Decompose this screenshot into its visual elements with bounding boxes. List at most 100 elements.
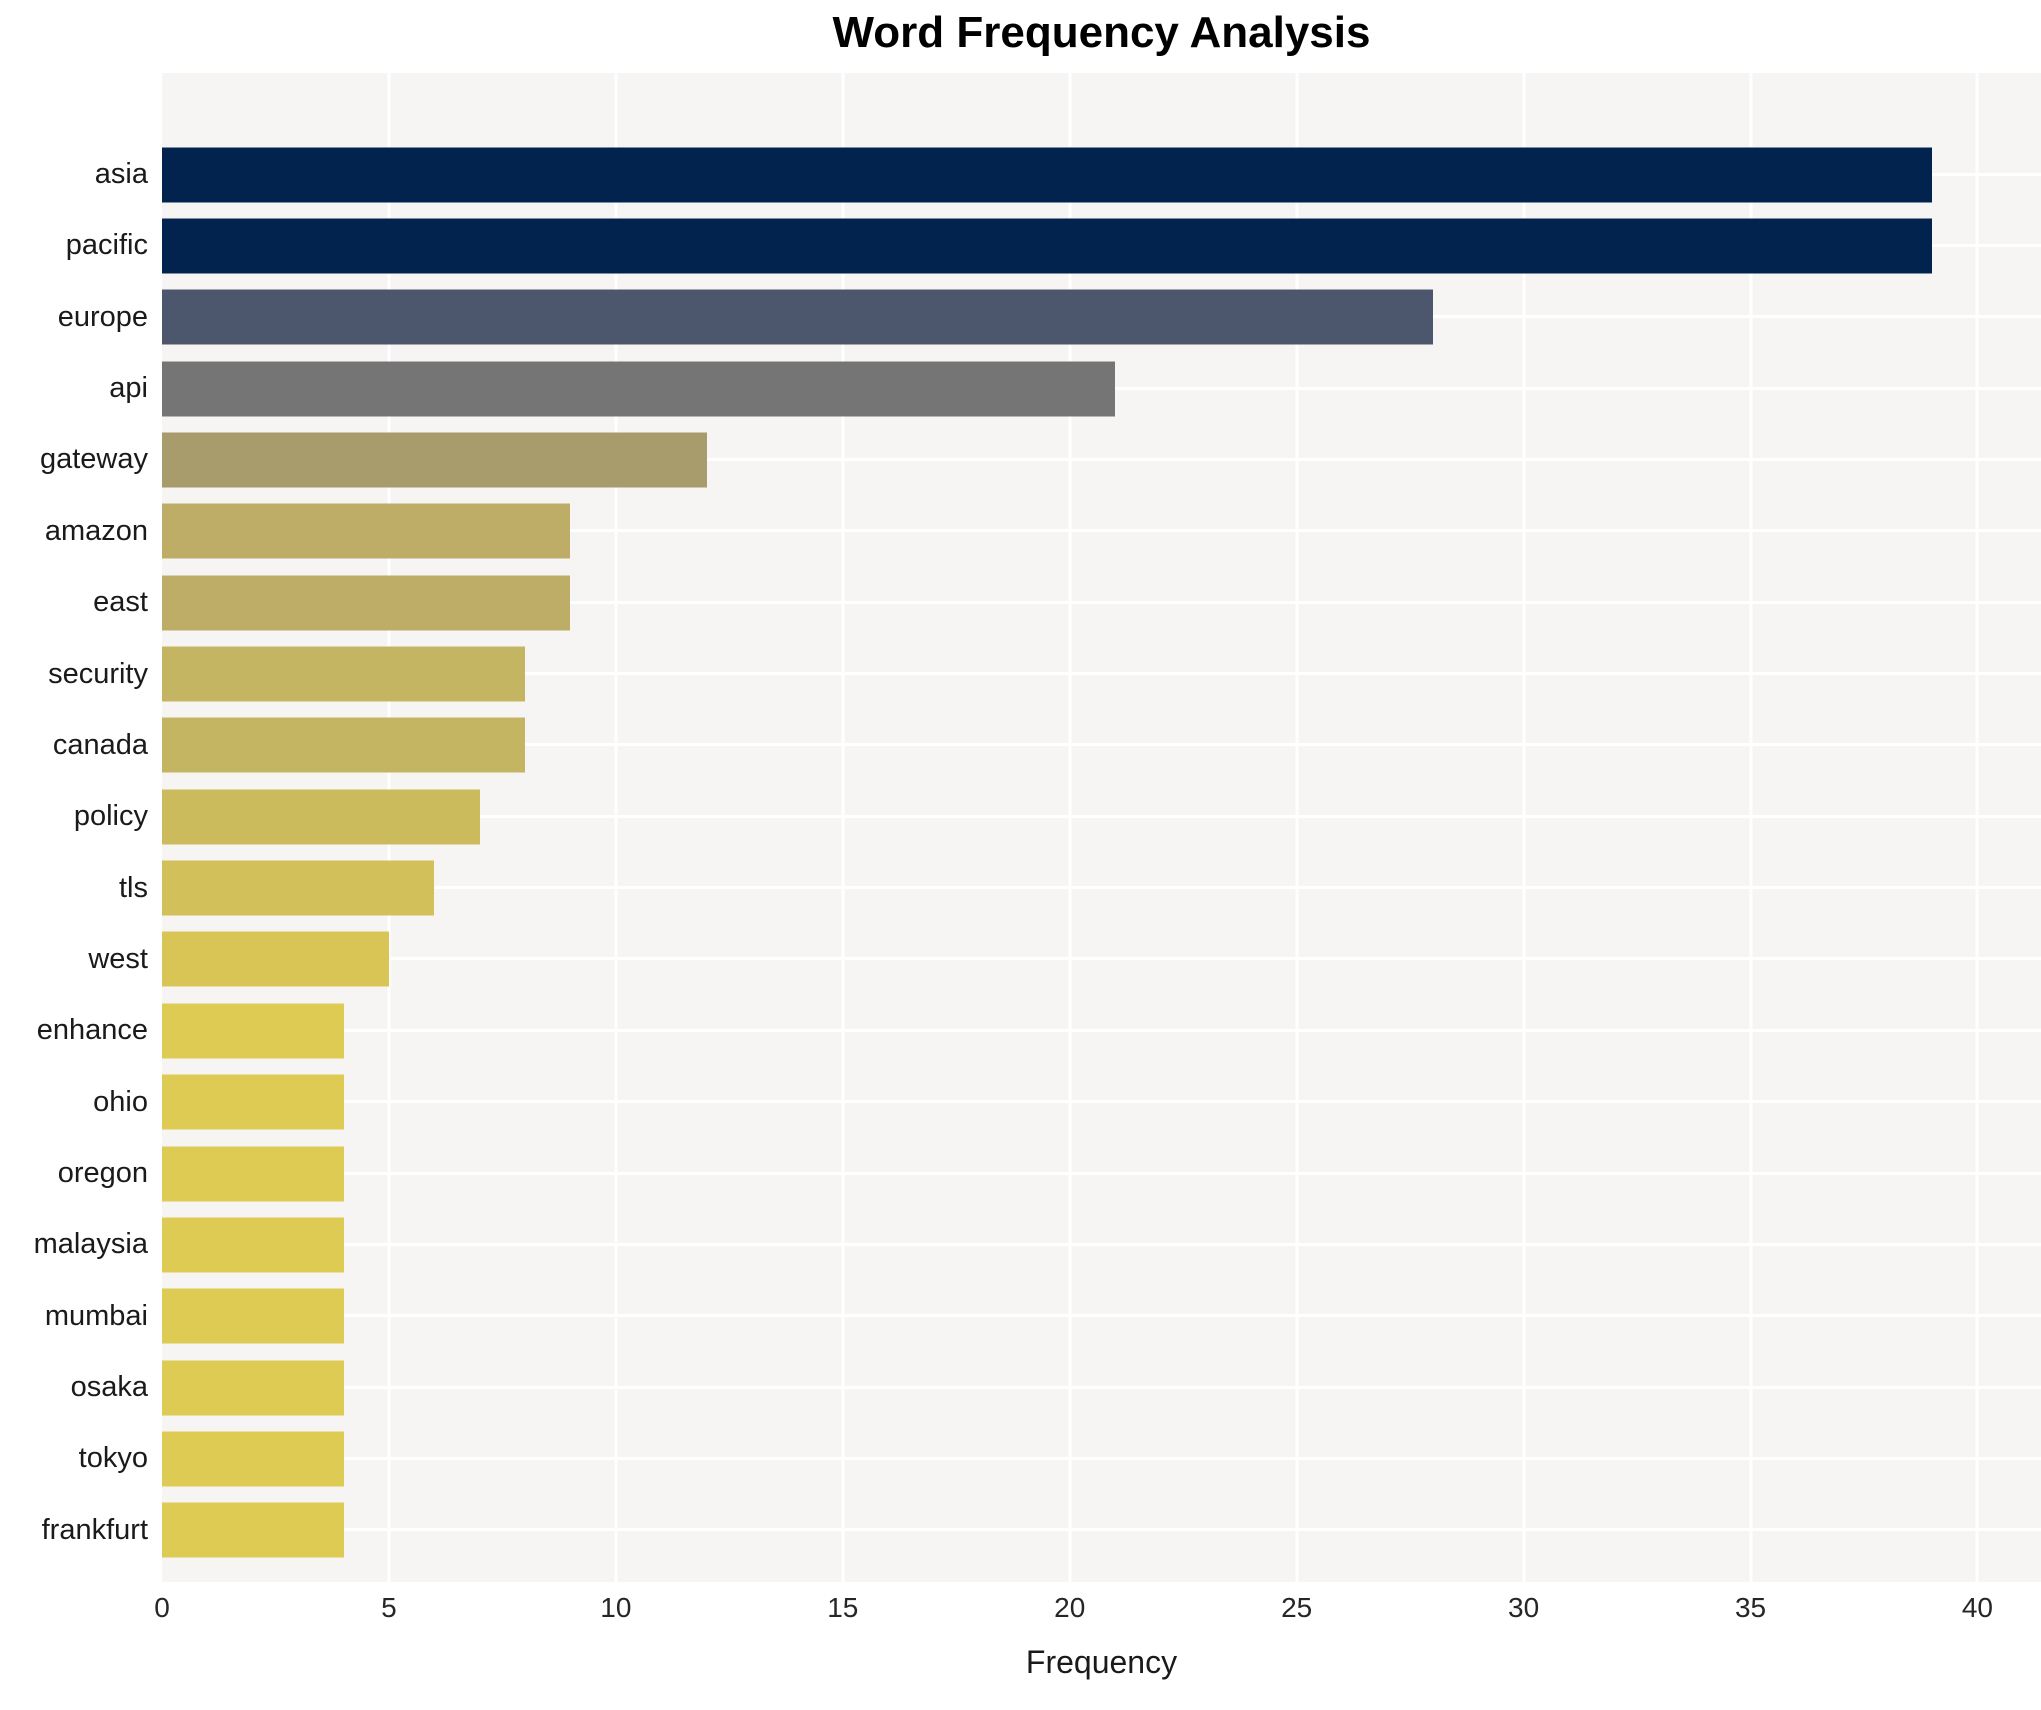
row-gridline [162,1028,2041,1032]
x-tick-label: 35 [1734,1592,1767,1623]
vertical-gridline [1068,73,1072,1582]
bar-row: enhance [0,995,2041,1066]
row-gridline [162,457,2041,461]
frequency-bar [162,1146,344,1202]
category-label: malaysia [33,1228,148,1261]
row-gridline [162,743,2041,747]
bar-track [162,1209,2041,1280]
category-label: osaka [70,1371,148,1404]
frequency-bar [162,1074,344,1130]
frequency-bar [162,646,526,702]
bar-track [162,710,2041,781]
frequency-bar [162,717,526,773]
bar-row: osaka [0,1352,2041,1423]
frequency-bar [162,432,707,488]
bar-row: ohio [0,1067,2041,1138]
category-label: amazon [44,514,148,547]
category-label: mumbai [44,1299,148,1332]
bar-track [162,853,2041,924]
frequency-bar [162,789,480,845]
bar-track [162,639,2041,710]
vertical-gridline [1749,73,1753,1582]
category-label: tokyo [78,1442,148,1475]
vertical-gridline [841,73,845,1582]
bar-row: pacific [0,210,2041,281]
bar-track [162,1067,2041,1138]
x-tick-label: 15 [827,1592,859,1623]
category-label: policy [73,800,148,833]
bar-row: oregon [0,1138,2041,1209]
bar-row: canada [0,710,2041,781]
bar-track [162,424,2041,495]
x-tick-label: 5 [381,1592,397,1623]
x-tick-label: 25 [1281,1592,1313,1623]
category-label: gateway [39,443,148,476]
bar-track [162,1352,2041,1423]
bar-row: policy [0,781,2041,852]
category-label: west [88,942,148,975]
category-label: tls [119,871,148,904]
row-gridline [162,1528,2041,1532]
row-gridline [162,1385,2041,1389]
bar-row: tls [0,853,2041,924]
frequency-bar [162,361,1116,417]
bar-track [162,139,2041,210]
category-label: ohio [93,1085,148,1118]
x-tick-label: 20 [1054,1592,1086,1623]
bar-row: mumbai [0,1281,2041,1352]
row-gridline [162,600,2041,604]
x-tick-label: 30 [1508,1592,1540,1623]
category-label: asia [94,158,148,190]
bar-track [162,210,2041,281]
bar-track [162,353,2041,424]
row-gridline [162,672,2041,676]
row-gridline [162,1242,2041,1246]
bar-row: europe [0,282,2041,353]
frequency-bar [162,575,571,631]
vertical-gridline [614,73,618,1582]
bar-track [162,1281,2041,1352]
bar-row: malaysia [0,1209,2041,1280]
x-tick-label: 0 [154,1592,170,1623]
frequency-bar [162,860,435,916]
bar-row: east [0,567,2041,638]
bar-row: west [0,924,2041,995]
frequency-bar [162,1003,344,1059]
row-gridline [162,1314,2041,1318]
bar-track [162,282,2041,353]
category-label: frankfurt [41,1513,148,1546]
chart-title: Word Frequency Analysis [832,8,1371,57]
row-gridline [162,529,2041,533]
frequency-bar [162,147,1933,202]
bar-track [162,1495,2041,1566]
bar-row: asia [0,139,2041,210]
frequency-bar [162,289,1433,345]
x-axis-title: Frequency [1025,1644,1178,1680]
row-gridline [162,1100,2041,1104]
bar-row: amazon [0,496,2041,567]
bar-track [162,995,2041,1066]
category-label: canada [52,728,148,761]
frequency-bar [162,503,571,559]
bar-row: frankfurt [0,1495,2041,1566]
bar-track [162,496,2041,567]
category-label: east [93,586,148,619]
vertical-gridline [1975,73,1979,1582]
frequency-bar [162,1360,344,1416]
frequency-bar [162,1288,344,1344]
bar-track [162,1138,2041,1209]
category-label: europe [57,300,148,333]
category-label: security [48,657,148,690]
frequency-bar [162,1431,344,1487]
row-gridline [162,957,2041,961]
row-gridline [162,814,2041,818]
x-axis: 0 5 10 15 20 25 30 35 40 [154,1592,2041,1636]
frequency-bar [162,931,389,987]
bar-row: api [0,353,2041,424]
category-label: api [109,372,148,405]
bar-row: tokyo [0,1423,2041,1494]
bar-track [162,924,2041,995]
frequency-bar [162,1502,344,1558]
frequency-bar [162,218,1933,274]
